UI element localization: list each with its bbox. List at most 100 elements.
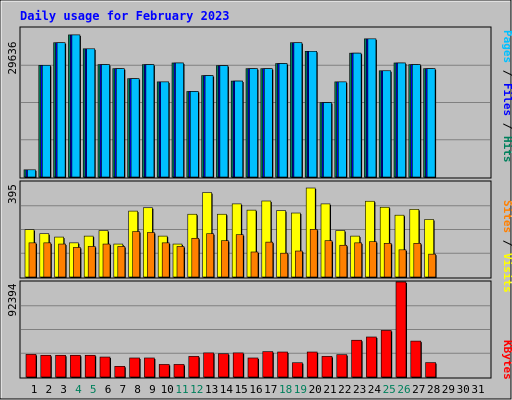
sites-bar — [28, 242, 37, 278]
pages-bar — [145, 64, 155, 178]
kbytes-bar — [395, 281, 407, 378]
bars-layer — [23, 34, 437, 378]
pages-bar — [234, 80, 243, 178]
sites-bar — [339, 244, 348, 278]
sites-bar — [250, 251, 259, 278]
day-label: 3 — [60, 383, 67, 396]
sites-bar — [265, 241, 274, 278]
kbytes-bar — [366, 336, 377, 378]
x-axis-day-labels: 1 2 3 4 5 6 7 8 9 10 11 12 13 14 15 16 17 18 19 20 21 22 23 24 2… — [31, 383, 485, 396]
sites-bar — [309, 229, 318, 278]
kbytes-bar — [188, 356, 200, 378]
kbytes-bar — [351, 339, 362, 378]
kbytes-bar — [425, 362, 436, 378]
kbytes-bar — [173, 364, 185, 378]
kbytes-bar — [114, 366, 126, 378]
legend-kbytes: KBytes — [501, 340, 512, 380]
kbytes-bar — [262, 351, 274, 378]
pages-bar — [323, 102, 332, 178]
day-label: 8 — [134, 383, 141, 396]
visits-ymax-label: 395 — [6, 184, 19, 204]
day-label: 31 — [471, 383, 484, 396]
pages-bar — [116, 68, 125, 178]
kbytes-bar — [84, 354, 96, 378]
day-label: 30 — [457, 383, 470, 396]
legend-separator: / — [501, 233, 512, 253]
kbytes-bar — [380, 330, 392, 378]
pages-bar — [71, 34, 81, 178]
legend-entry: Sites — [501, 200, 512, 233]
pages-bar — [263, 68, 273, 178]
day-label: 24 — [368, 383, 382, 396]
pages-bar — [367, 38, 377, 178]
day-label: 29 — [442, 383, 455, 396]
legend-entry: Hits — [501, 136, 512, 163]
day-label: 5 — [90, 383, 97, 396]
kbytes-bar — [144, 357, 155, 378]
pages-bar — [293, 42, 303, 178]
sites-bar — [324, 240, 333, 278]
legend-entry: Pages — [501, 30, 512, 63]
day-label: 11 — [175, 383, 188, 396]
kbytes-bar — [99, 356, 111, 378]
day-label: 28 — [427, 383, 440, 396]
sites-bar — [428, 253, 436, 278]
kbytes-bar — [55, 354, 66, 378]
day-label: 21 — [323, 383, 336, 396]
sites-bar — [206, 233, 214, 278]
day-label: 19 — [294, 383, 307, 396]
kbytes-bar — [321, 356, 333, 378]
sites-bar — [295, 250, 303, 278]
pages-bar — [160, 81, 169, 178]
day-label: 6 — [105, 383, 112, 396]
day-label: 13 — [205, 383, 218, 396]
chart-title: Daily usage for February 2023 — [20, 9, 230, 23]
sites-bar — [354, 242, 362, 278]
kbytes-bar — [247, 357, 259, 378]
kbytes-bar — [277, 351, 288, 378]
pages-bar — [86, 48, 95, 178]
pages-bar — [41, 65, 51, 178]
day-label: 2 — [45, 383, 52, 396]
sites-bar — [413, 243, 422, 278]
pages-bar — [352, 52, 362, 178]
legend-separator: / — [501, 63, 512, 83]
day-label: 4 — [75, 383, 82, 396]
kbytes-bar — [70, 354, 81, 378]
pages-bar — [382, 70, 392, 178]
pages-bar — [130, 78, 140, 178]
day-label: 16 — [249, 383, 262, 396]
sites-bar — [43, 242, 52, 278]
day-label: 14 — [220, 383, 234, 396]
day-label: 7 — [119, 383, 126, 396]
sites-bar — [102, 243, 111, 278]
day-label: 1 — [31, 383, 38, 396]
kbytes-ymax-label: 92394 — [6, 283, 19, 316]
pages-bar — [337, 81, 347, 178]
kbytes-bar — [410, 340, 422, 378]
legend-separator: / — [501, 116, 512, 136]
sites-bar — [161, 242, 170, 278]
kbytes-bar — [306, 351, 318, 378]
legend-entry: Visits — [501, 253, 512, 293]
kbytes-bar — [158, 364, 170, 378]
pages-bar — [27, 169, 36, 178]
kbytes-bar — [218, 353, 229, 378]
legend-pages-files-hits: Pages / Files / Hits — [501, 30, 512, 163]
sites-bar — [73, 247, 81, 278]
kbytes-bar — [129, 357, 140, 378]
day-label: 25 — [383, 383, 396, 396]
kbytes-bar — [292, 362, 303, 378]
kbytes-bar — [336, 354, 348, 378]
day-label: 10 — [161, 383, 174, 396]
pages-bar — [56, 42, 66, 178]
day-label: 26 — [397, 383, 410, 396]
pages-bar — [278, 63, 288, 178]
kbytes-bar — [25, 354, 37, 378]
kbytes-bar — [40, 354, 52, 378]
day-label: 23 — [353, 383, 366, 396]
pages-bar — [397, 62, 406, 178]
pages-bar — [219, 65, 229, 178]
sites-bar — [235, 234, 244, 278]
